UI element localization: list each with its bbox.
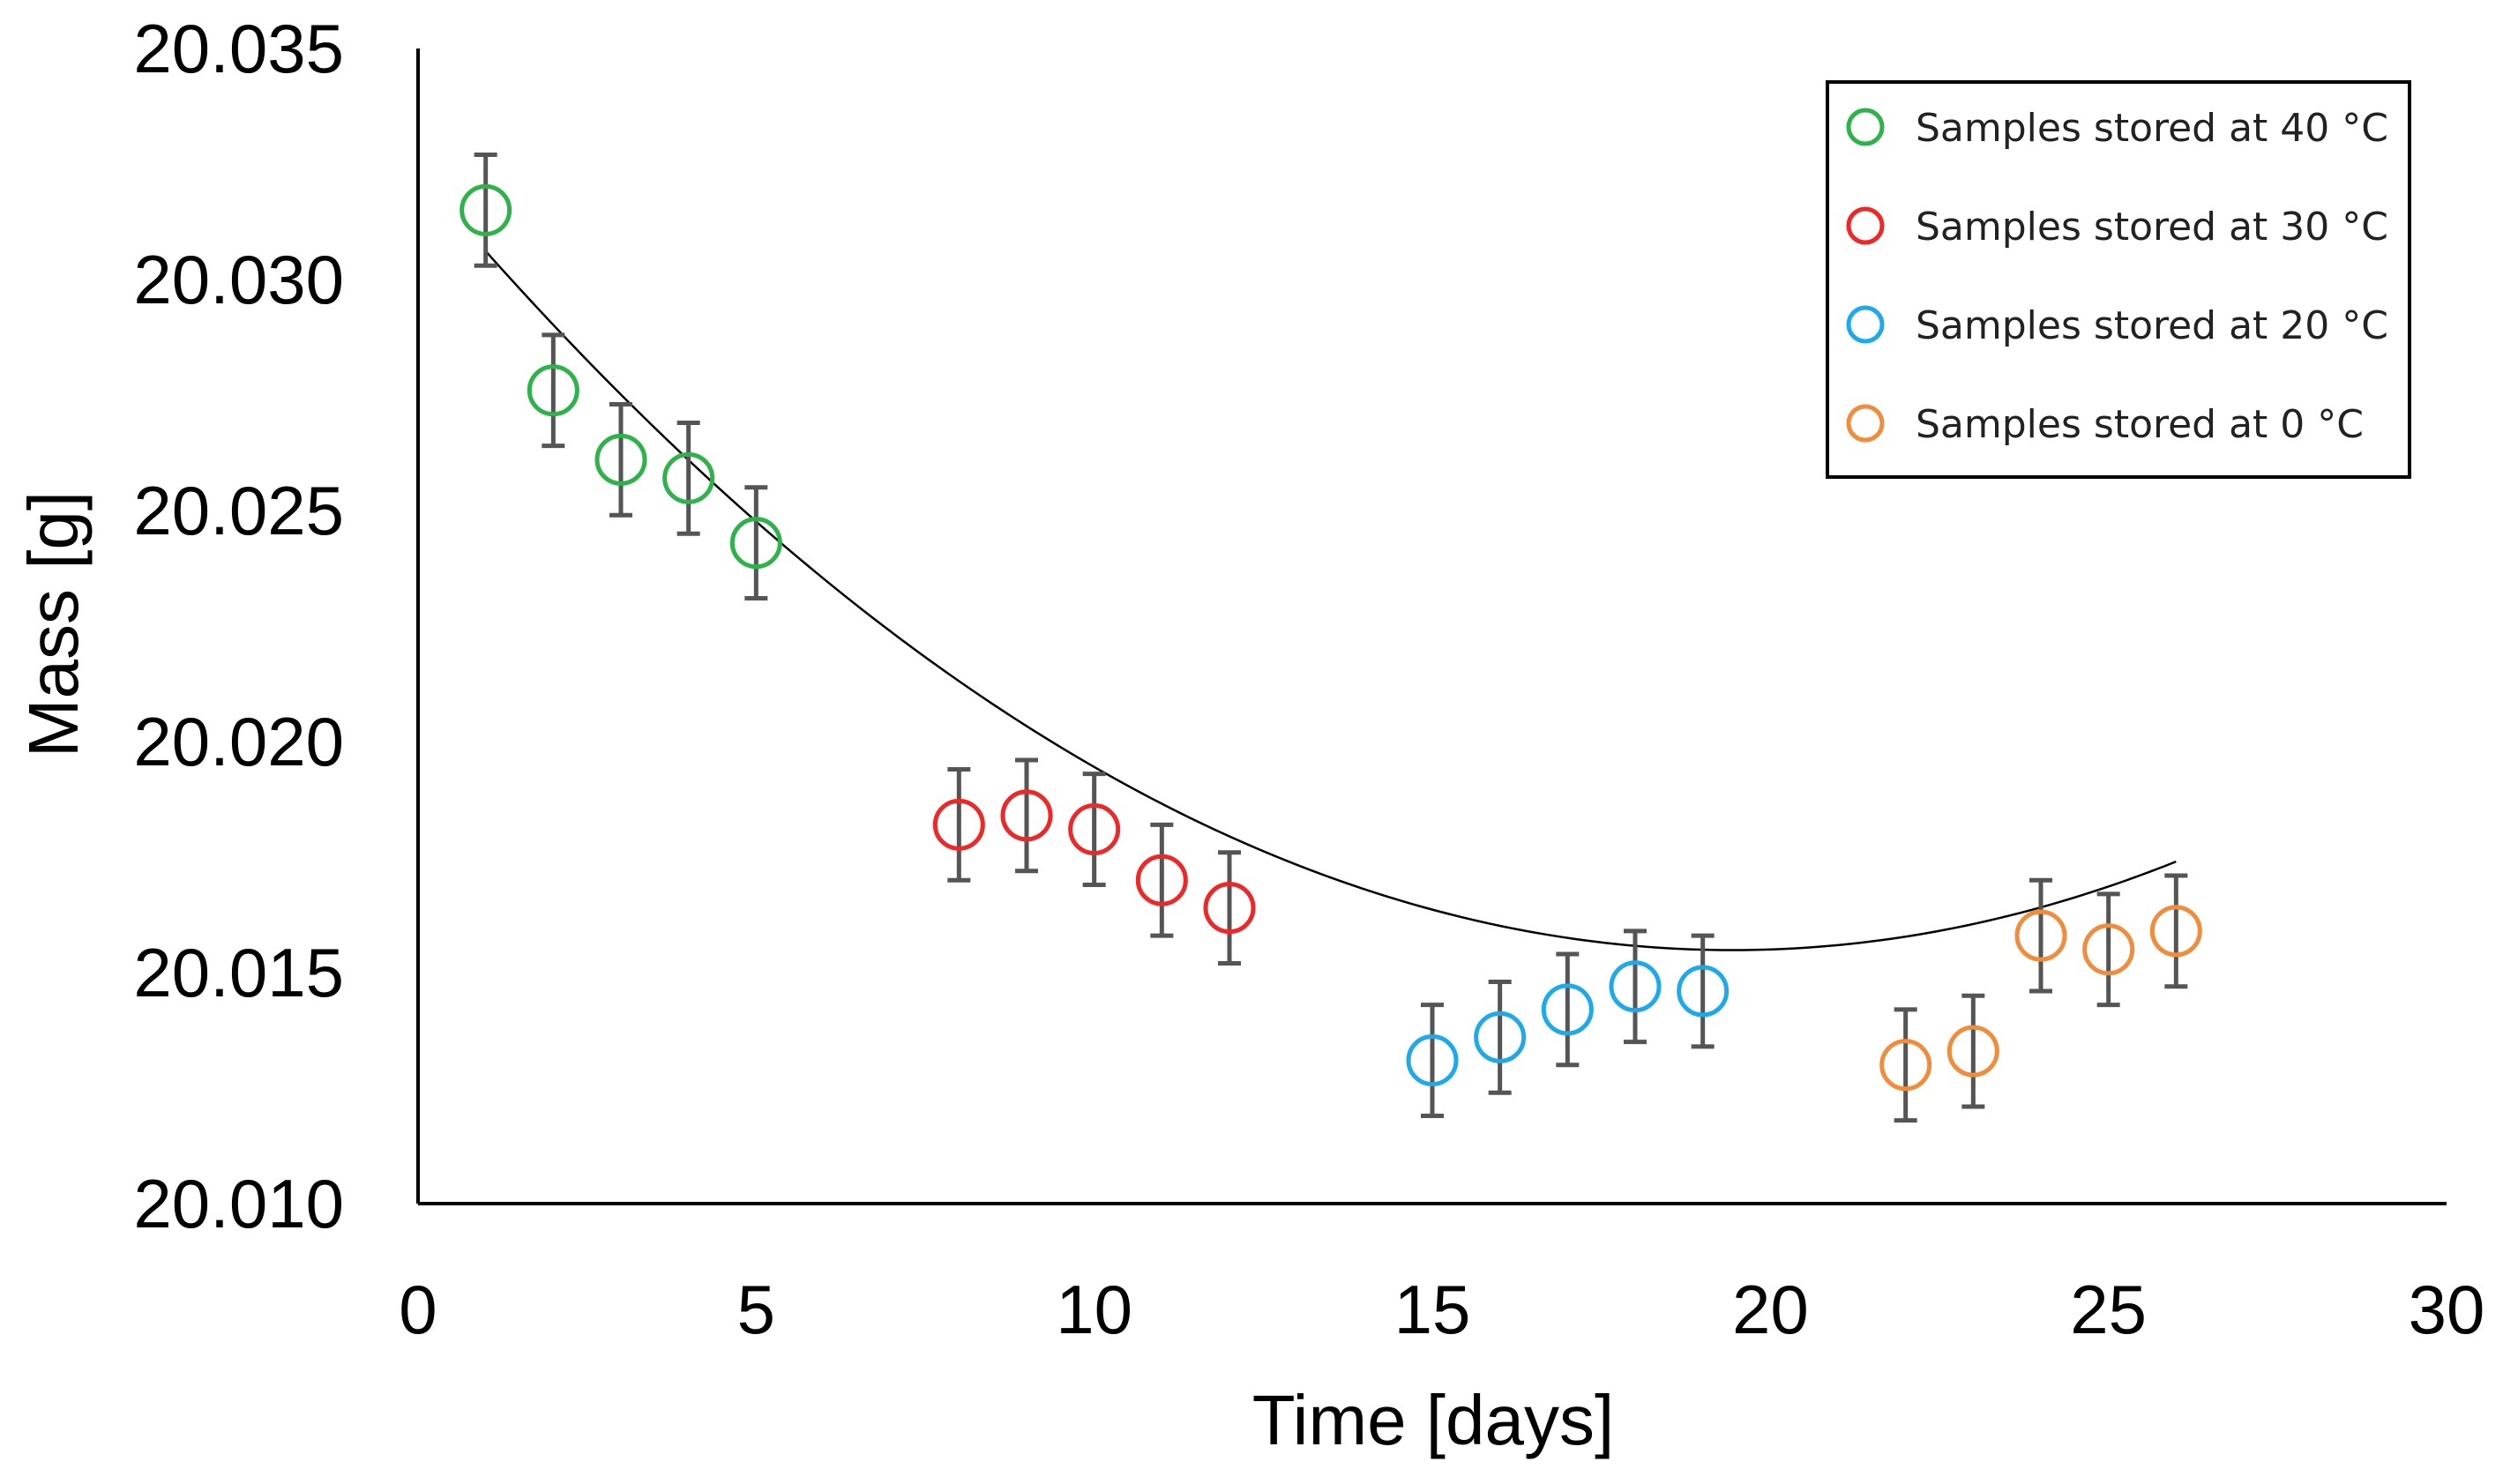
- x-tick-label: 0: [399, 1271, 437, 1348]
- error-bar: [2029, 877, 2052, 994]
- error-bar: [2164, 873, 2188, 989]
- data-point-series-4: [1946, 1025, 1999, 1078]
- error-bar: [1624, 928, 1647, 1045]
- data-point-series-3: [1677, 965, 1730, 1018]
- y-axis-title: Mass [g]: [14, 491, 93, 757]
- error-bar: [1082, 772, 1106, 887]
- data-point-series-3: [1406, 1034, 1459, 1087]
- data-point-series-2: [1135, 854, 1188, 906]
- data-point-series-1: [527, 364, 579, 417]
- error-bar: [1488, 979, 1512, 1095]
- legend-marker-2: [1846, 206, 1885, 245]
- y-tick-label: 20.030: [133, 241, 344, 318]
- data-point-series-2: [1203, 882, 1256, 935]
- x-tick-label: 30: [2409, 1271, 2485, 1348]
- legend-marker-1: [1846, 108, 1885, 146]
- legend-marker-3: [1846, 305, 1885, 344]
- x-tick-label: 5: [737, 1271, 775, 1348]
- data-point-series-4: [2149, 905, 2202, 958]
- legend-marker-4: [1846, 404, 1885, 443]
- x-tick-label: 25: [2070, 1271, 2147, 1348]
- error-bar: [1894, 1007, 1917, 1123]
- error-bar: [1150, 822, 1174, 938]
- data-point-series-1: [460, 183, 512, 236]
- data-point-series-1: [594, 433, 647, 486]
- data-point-series-3: [1609, 960, 1662, 1013]
- error-bar: [609, 401, 632, 518]
- x-tick-labels: 0 5 10 15 20 25 30: [399, 1271, 2484, 1348]
- error-bar: [542, 332, 565, 449]
- data-point-series-4: [1879, 1039, 1932, 1092]
- legend-box: [1826, 80, 2411, 479]
- error-bar: [1556, 951, 1580, 1068]
- error-bar: [1961, 993, 1985, 1109]
- error-bar: [744, 485, 768, 601]
- error-bar: [2096, 891, 2120, 1008]
- data-point-series-2: [1000, 789, 1053, 842]
- error-bar: [676, 420, 700, 536]
- x-tick-label: 20: [1732, 1271, 1809, 1348]
- error-bar: [947, 766, 971, 883]
- error-bar: [1691, 933, 1715, 1049]
- legend-label-2: Samples stored at 30 °C: [1916, 205, 2388, 250]
- axes: [416, 48, 2447, 1205]
- data-point-series-3: [1541, 983, 1594, 1036]
- data-point-series-2: [932, 798, 985, 851]
- y-tick-label: 20.020: [133, 703, 344, 780]
- data-point-series-1: [729, 517, 782, 570]
- error-bar: [1015, 757, 1038, 874]
- y-tick-labels: 20.010 20.015 20.020 20.025 20.030 20.035: [133, 10, 344, 1242]
- error-bar: [474, 153, 497, 268]
- x-tick-label: 15: [1394, 1271, 1471, 1348]
- legend-label-4: Samples stored at 0 °C: [1916, 402, 2364, 447]
- trendline-group: [484, 250, 2177, 951]
- y-tick-label: 20.015: [133, 934, 344, 1011]
- legend-label-3: Samples stored at 20 °C: [1916, 303, 2388, 348]
- data-point-series-4: [2082, 923, 2135, 976]
- y-tick-label: 20.010: [133, 1165, 344, 1242]
- legend-label-1: Samples stored at 40 °C: [1916, 106, 2388, 151]
- y-tick-label: 20.025: [133, 472, 344, 549]
- y-tick-label: 20.035: [133, 10, 344, 87]
- legend: Samples stored at 40 °C Samples stored at…: [1826, 80, 2411, 479]
- data-point-series-4: [2014, 909, 2067, 962]
- data-point-series-2: [1068, 803, 1121, 856]
- data-points: [460, 183, 2202, 1092]
- data-point-series-3: [1474, 1010, 1527, 1063]
- x-axis-title: Time [days]: [1252, 1381, 1614, 1459]
- data-point-series-1: [662, 451, 715, 504]
- trendline: [484, 250, 2177, 951]
- error-bar: [1218, 850, 1241, 966]
- error-bar: [1421, 1003, 1444, 1118]
- x-tick-label: 10: [1056, 1271, 1132, 1348]
- error-bars: [474, 153, 2188, 1123]
